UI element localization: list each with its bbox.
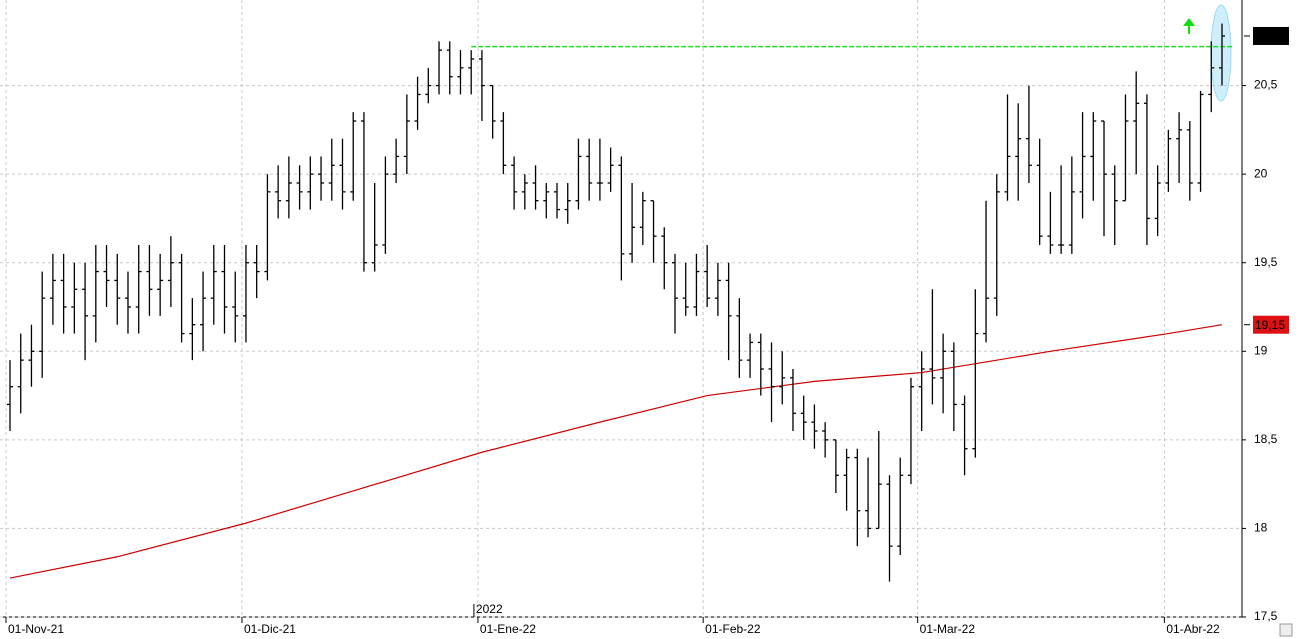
ma-label: 19,15 bbox=[1255, 318, 1285, 332]
x-tick-label: 01-Feb-22 bbox=[705, 622, 761, 636]
y-tick-label: 20 bbox=[1254, 166, 1268, 180]
x-tick-label: 01-Ene-22 bbox=[480, 622, 536, 636]
up-arrow bbox=[1183, 18, 1195, 34]
x-tick-label: 01-Nov-21 bbox=[8, 622, 64, 636]
last-price-box bbox=[1253, 26, 1289, 45]
y-tick-label: 18 bbox=[1254, 521, 1268, 535]
y-tick-label: 21 bbox=[1254, 0, 1268, 3]
y-tick-label: 20,5 bbox=[1254, 78, 1278, 92]
x-tick-label: 01-Mar-22 bbox=[920, 622, 976, 636]
corner-icon bbox=[1279, 623, 1293, 637]
y-tick-label: 19 bbox=[1254, 343, 1268, 357]
moving-average-line bbox=[9, 324, 1223, 579]
x-tick-label: 01-Dic-21 bbox=[244, 622, 296, 636]
y-tick-label: 17,5 bbox=[1254, 609, 1278, 623]
y-tick-label: 19,5 bbox=[1254, 255, 1278, 269]
highlight-ellipse bbox=[1210, 4, 1232, 102]
y-tick-label: 18,5 bbox=[1254, 432, 1278, 446]
x-tick-label: 01-Abr-22 bbox=[1166, 622, 1220, 636]
ma-label-box bbox=[1253, 315, 1289, 334]
year-label: 2022 bbox=[476, 602, 503, 616]
